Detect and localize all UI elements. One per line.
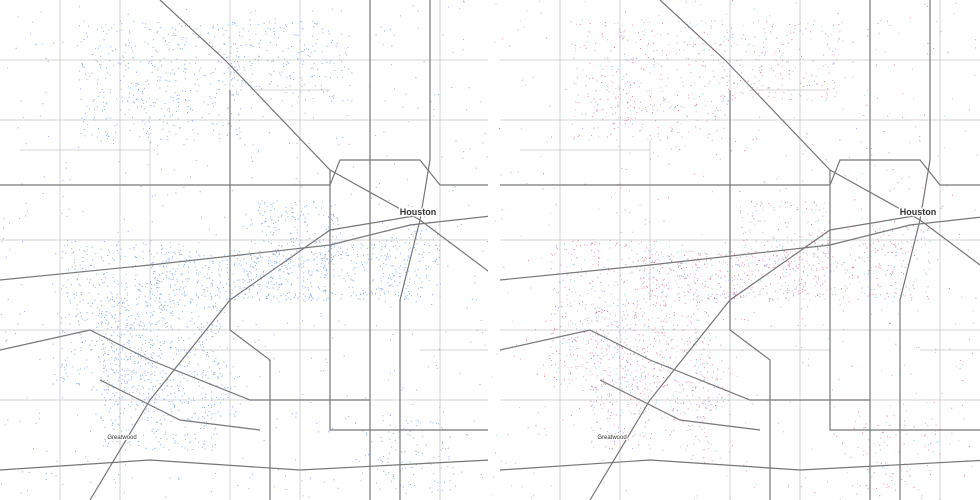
town-label: Greatwood xyxy=(597,435,626,441)
town-label: Greatwood xyxy=(107,435,136,441)
city-label: Houston xyxy=(900,207,937,217)
map-panel: Houston Greatwood xyxy=(0,0,490,500)
map-background xyxy=(490,0,980,500)
city-label: Houston xyxy=(400,207,437,217)
map-background xyxy=(0,0,490,500)
map-panel: Houston Greatwood xyxy=(490,0,980,500)
